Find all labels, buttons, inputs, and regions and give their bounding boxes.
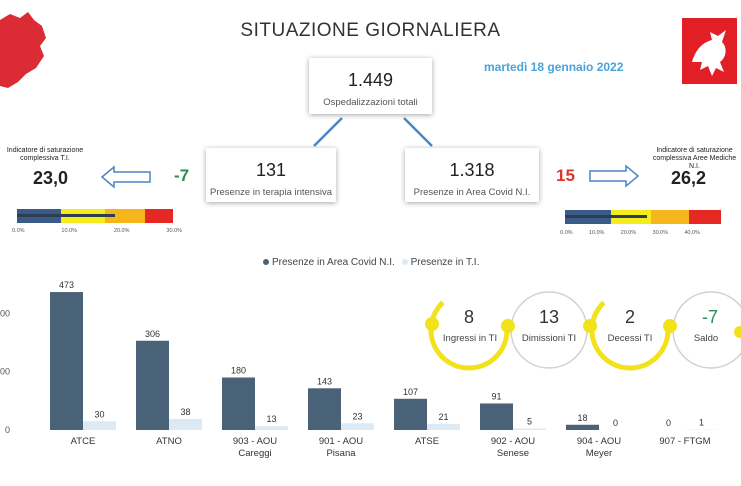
bar-value-label: 38 xyxy=(180,407,190,417)
icu-tick: 20.0% xyxy=(113,228,130,234)
icu-tick: 30.0% xyxy=(166,228,182,234)
icu-saturation-label: Indicatore di saturazione complessiva T.… xyxy=(6,147,84,162)
bar-covid xyxy=(480,403,513,430)
arrow-right-icon xyxy=(589,164,640,188)
icu-presence-card: 131 Presenze in terapia intensiva xyxy=(206,148,336,202)
bar-value-label: 18 xyxy=(577,413,587,423)
icu-tick: 10.0% xyxy=(61,228,78,234)
bar-value-label: 30 xyxy=(94,409,104,419)
bar-covid xyxy=(308,388,341,430)
category-label: 907 - FTGM xyxy=(659,436,710,447)
icu-presence-label: Presenze in terapia intensiva xyxy=(210,187,332,198)
covid-area-card: 1.318 Presenze in Area Covid N.I. xyxy=(405,148,539,202)
legend-dot-covid xyxy=(263,259,269,266)
category-label: ATCE xyxy=(71,436,96,447)
cycle-diagram xyxy=(425,289,741,371)
category-label: 901 - AOU Pisana xyxy=(319,436,363,459)
icu-saturation-value: 23,0 xyxy=(33,168,69,188)
bar-covid xyxy=(222,377,255,430)
category-label: 903 - AOU Careggi xyxy=(233,436,277,459)
tuscany-map-logo xyxy=(0,12,46,88)
total-hospitalized-card: 1.449 Ospedalizzazioni totali xyxy=(309,58,432,114)
chart-legend: Presenze in Area Covid N.I. Presenze in … xyxy=(263,257,479,268)
bar-value-label: 91 xyxy=(491,391,501,401)
y-tick-label: 0 xyxy=(5,425,10,435)
cycle-label-decessi: Decessi TI xyxy=(607,333,653,344)
total-hospitalized-value: 1.449 xyxy=(347,70,394,90)
bar-value-label: 13 xyxy=(266,414,276,424)
covid-area-value: 1.318 xyxy=(449,160,495,180)
bar-value-label: 5 xyxy=(527,417,532,427)
icu-saturation-ticks: 0.0% 10.0% 20.0% 30.0% xyxy=(12,228,182,234)
medical-saturation-value: 26,2 xyxy=(671,168,707,188)
bar-value-label: 0 xyxy=(666,418,671,428)
legend-dot-ti xyxy=(401,259,408,266)
bar-covid xyxy=(394,398,427,430)
bar-ti xyxy=(513,428,546,430)
bar-ti xyxy=(83,421,116,430)
medical-tick: 40.0% xyxy=(684,230,700,236)
medical-saturation-ticks: 0.0% 10.0% 20.0% 30.0% 40.0% xyxy=(560,230,700,236)
bar-value-label: 0 xyxy=(613,418,618,428)
tuscany-flag-icon xyxy=(682,18,737,84)
medical-tick: 30.0% xyxy=(652,230,669,236)
cycle-value-ingressi: 8 xyxy=(463,307,474,327)
category-label: 902 - AOU Senese xyxy=(491,436,535,459)
icu-saturation-delta: -7 xyxy=(174,166,190,185)
connector-lines xyxy=(313,117,433,147)
page-title: SITUAZIONE GIORNALIERA xyxy=(240,20,501,41)
bar-value-label: 180 xyxy=(231,366,246,376)
medical-tick: 0.0% xyxy=(560,230,573,236)
medical-tick: 20.0% xyxy=(620,230,637,236)
cycle-label-ingressi: Ingressi in TI xyxy=(442,333,498,344)
bar-covid xyxy=(566,424,599,430)
bar-covid xyxy=(50,292,83,430)
cycle-value-dimissioni: 13 xyxy=(538,307,560,327)
icu-saturation-marker xyxy=(17,214,115,217)
medical-saturation-label: Indicatore di saturazione complessiva Ar… xyxy=(652,147,737,170)
legend-label-covid: Presenze in Area Covid N.I. xyxy=(272,257,395,268)
medical-saturation-delta: 15 xyxy=(556,166,575,185)
cycle-value-saldo: -7 xyxy=(701,307,718,327)
bar-ti xyxy=(341,423,374,430)
bar-value-label: 473 xyxy=(59,280,74,290)
medical-tick: 10.0% xyxy=(588,230,605,236)
category-label: ATNO xyxy=(156,436,182,447)
category-label: ATSE xyxy=(415,436,439,447)
bar-ti xyxy=(427,423,460,430)
total-hospitalized-label: Ospedalizzazioni totali xyxy=(323,97,418,108)
y-tick-label: 400 xyxy=(0,308,10,318)
bar-value-label: 143 xyxy=(317,376,332,386)
bar-value-label: 23 xyxy=(352,411,362,421)
cycle-value-decessi: 2 xyxy=(624,307,635,327)
bar-ti xyxy=(169,418,202,430)
icu-presence-value: 131 xyxy=(255,160,287,180)
y-tick-label: 200 xyxy=(0,367,10,377)
bar-value-label: 21 xyxy=(438,412,448,422)
covid-area-label: Presenze in Area Covid N.I. xyxy=(413,187,531,198)
bar-covid xyxy=(136,340,169,430)
hospital-bar-chart: 020040047330ATCE30638ATNO18013903 - AOUC… xyxy=(0,280,718,459)
report-date: martedì 18 gennaio 2022 xyxy=(484,60,624,74)
arrow-left-icon xyxy=(100,165,151,189)
category-label: 904 - AOU Meyer xyxy=(577,436,621,459)
legend-label-ti: Presenze in T.I. xyxy=(410,257,480,268)
bar-value-label: 107 xyxy=(403,387,418,397)
bar-value-label: 1 xyxy=(699,418,704,428)
bar-value-label: 306 xyxy=(145,329,160,339)
cycle-label-saldo: Saldo xyxy=(693,333,719,344)
cycle-label-dimissioni: Dimissioni TI xyxy=(521,333,577,344)
bar-ti xyxy=(255,426,288,430)
medical-saturation-marker xyxy=(565,215,647,218)
icu-tick: 0.0% xyxy=(12,228,25,234)
